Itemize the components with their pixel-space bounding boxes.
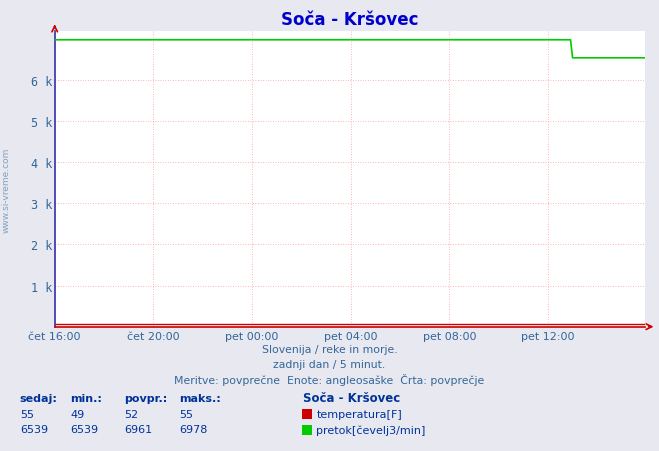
Text: 6961: 6961 xyxy=(124,424,152,434)
Text: temperatura[F]: temperatura[F] xyxy=(316,409,402,419)
Text: pretok[čevelj3/min]: pretok[čevelj3/min] xyxy=(316,424,426,435)
Text: povpr.:: povpr.: xyxy=(124,393,167,403)
Text: 49: 49 xyxy=(71,409,85,419)
Text: Soča - Kršovec: Soča - Kršovec xyxy=(303,391,401,404)
Text: Meritve: povprečne  Enote: angleosaške  Črta: povprečje: Meritve: povprečne Enote: angleosaške Čr… xyxy=(175,373,484,385)
Title: Soča - Kršovec: Soča - Kršovec xyxy=(281,11,418,28)
Text: zadnji dan / 5 minut.: zadnji dan / 5 minut. xyxy=(273,359,386,369)
Text: www.si-vreme.com: www.si-vreme.com xyxy=(2,147,11,232)
Text: min.:: min.: xyxy=(71,393,102,403)
Text: 55: 55 xyxy=(179,409,193,419)
Text: 6539: 6539 xyxy=(71,424,99,434)
Text: sedaj:: sedaj: xyxy=(20,393,57,403)
Text: maks.:: maks.: xyxy=(179,393,221,403)
Text: 6539: 6539 xyxy=(20,424,48,434)
Text: 6978: 6978 xyxy=(179,424,208,434)
Text: 52: 52 xyxy=(124,409,138,419)
Text: 55: 55 xyxy=(20,409,34,419)
Text: Slovenija / reke in morje.: Slovenija / reke in morje. xyxy=(262,345,397,354)
